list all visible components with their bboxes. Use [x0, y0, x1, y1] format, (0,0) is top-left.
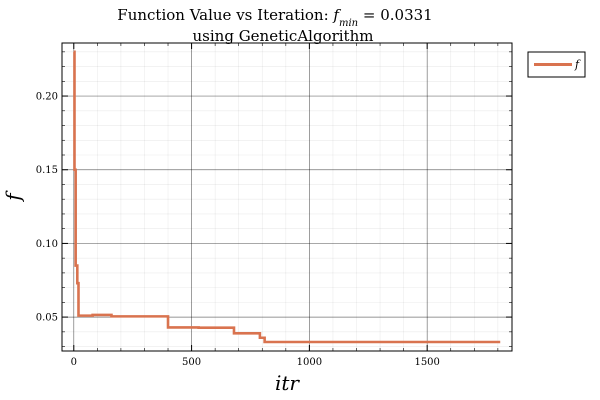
x-tick-label: 0	[71, 357, 77, 368]
x-tick-label: 500	[182, 357, 201, 368]
series-layer	[73, 50, 501, 344]
y-tick-label: 0.10	[36, 239, 58, 250]
chart-title-line2: using GeneticAlgorithm	[193, 27, 374, 45]
x-tick-label: 1500	[414, 357, 439, 368]
plot-frame	[61, 42, 513, 352]
x-tick-label: 1000	[297, 357, 322, 368]
legend-label-f: f	[574, 58, 581, 71]
legend: f	[527, 51, 586, 78]
minor-gridlines	[62, 43, 512, 351]
y-tick-label: 0.15	[36, 165, 58, 176]
x-tick-labels: 0 500 1000 1500	[71, 357, 440, 368]
series-line-f	[73, 50, 501, 344]
y-tick-labels: 0.05 0.10 0.15 0.20	[36, 92, 58, 324]
y-tick-label: 0.20	[36, 92, 58, 103]
chart-title-line1: Function Value vs Iteration: fmin = 0.03…	[117, 6, 432, 29]
x-axis-label: itr	[275, 371, 300, 395]
axis-ticks	[62, 43, 512, 351]
y-tick-label: 0.05	[36, 313, 58, 324]
